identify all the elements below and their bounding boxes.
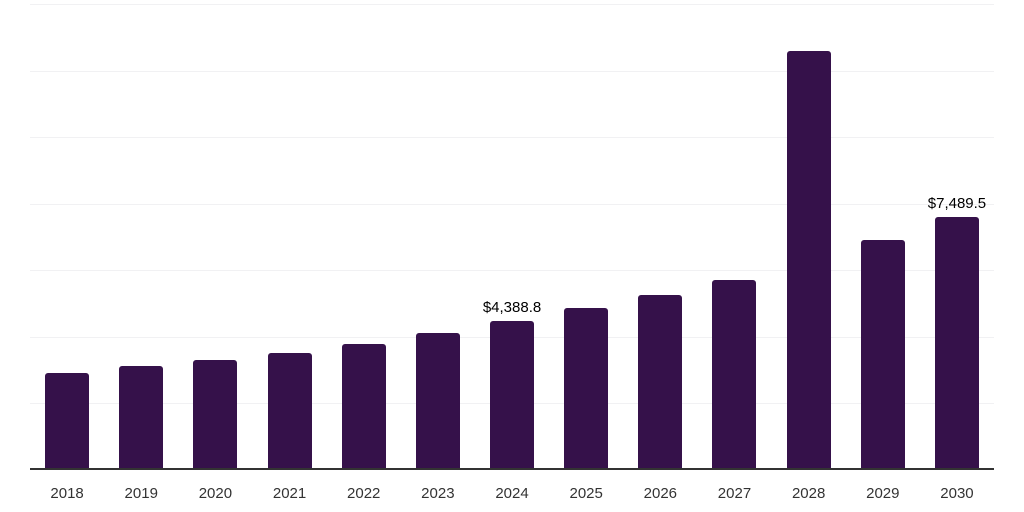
bar-slot [327, 0, 401, 468]
bar-slot [104, 0, 178, 468]
market-size-bar-chart: $4,388.8 $7,489.5 [30, 0, 994, 470]
bar-value-label-2030: $7,489.5 [927, 194, 987, 212]
x-axis-line [30, 468, 994, 470]
x-tick-2028: 2028 [791, 485, 826, 502]
gridline [30, 4, 994, 5]
bar-2019[interactable] [119, 366, 164, 468]
bar-slot [401, 0, 475, 468]
bar-slot: $4,388.8 [475, 0, 549, 468]
x-tick-2026: 2026 [643, 485, 678, 502]
bar-2030[interactable] [934, 216, 979, 468]
x-tick-2024: 2024 [495, 485, 529, 502]
bar-2020[interactable] [193, 360, 238, 468]
x-tick-2029: 2029 [866, 485, 900, 502]
bar-2029[interactable] [860, 240, 905, 468]
x-tick-2023: 2023 [421, 485, 455, 502]
bar-value-label-2024: $4,388.8 [482, 298, 542, 316]
x-tick-2021: 2021 [272, 485, 307, 502]
bar-slot [252, 0, 326, 468]
x-axis-labels: 2018 2019 2020 2021 2022 2023 2024 2025 2026 2027… [30, 470, 994, 512]
bars-row: $4,388.8 $7,489.5 [30, 0, 994, 468]
bar-slot [697, 0, 771, 468]
bar-2026[interactable] [638, 295, 683, 468]
x-tick-2027: 2027 [717, 485, 752, 502]
x-tick-2018: 2018 [50, 485, 84, 502]
bar-2023[interactable] [415, 332, 460, 468]
gridline [30, 70, 994, 72]
bar-slot: $7,489.5 [920, 0, 994, 468]
x-tick-2025: 2025 [569, 485, 603, 502]
bar-slot [178, 0, 252, 468]
bar-2021[interactable] [267, 352, 312, 468]
x-tick-2022: 2022 [347, 485, 381, 502]
bar-2027[interactable] [712, 279, 757, 468]
bar-slot [549, 0, 623, 468]
bar-2018[interactable] [45, 372, 90, 468]
x-tick-2030: 2030 [940, 485, 974, 502]
gridline [30, 203, 994, 205]
bar-2022[interactable] [341, 344, 386, 468]
bar-2025[interactable] [564, 308, 609, 468]
bar-slot [623, 0, 697, 468]
gridline [30, 270, 994, 272]
x-tick-2019: 2019 [124, 485, 158, 502]
bar-slot [846, 0, 920, 468]
gridline [30, 137, 994, 139]
bar-slot [30, 0, 104, 468]
x-tick-2020: 2020 [198, 485, 233, 502]
bar-slot [772, 0, 846, 468]
bar-2028[interactable] [786, 50, 831, 468]
bar-2024[interactable] [490, 320, 535, 468]
